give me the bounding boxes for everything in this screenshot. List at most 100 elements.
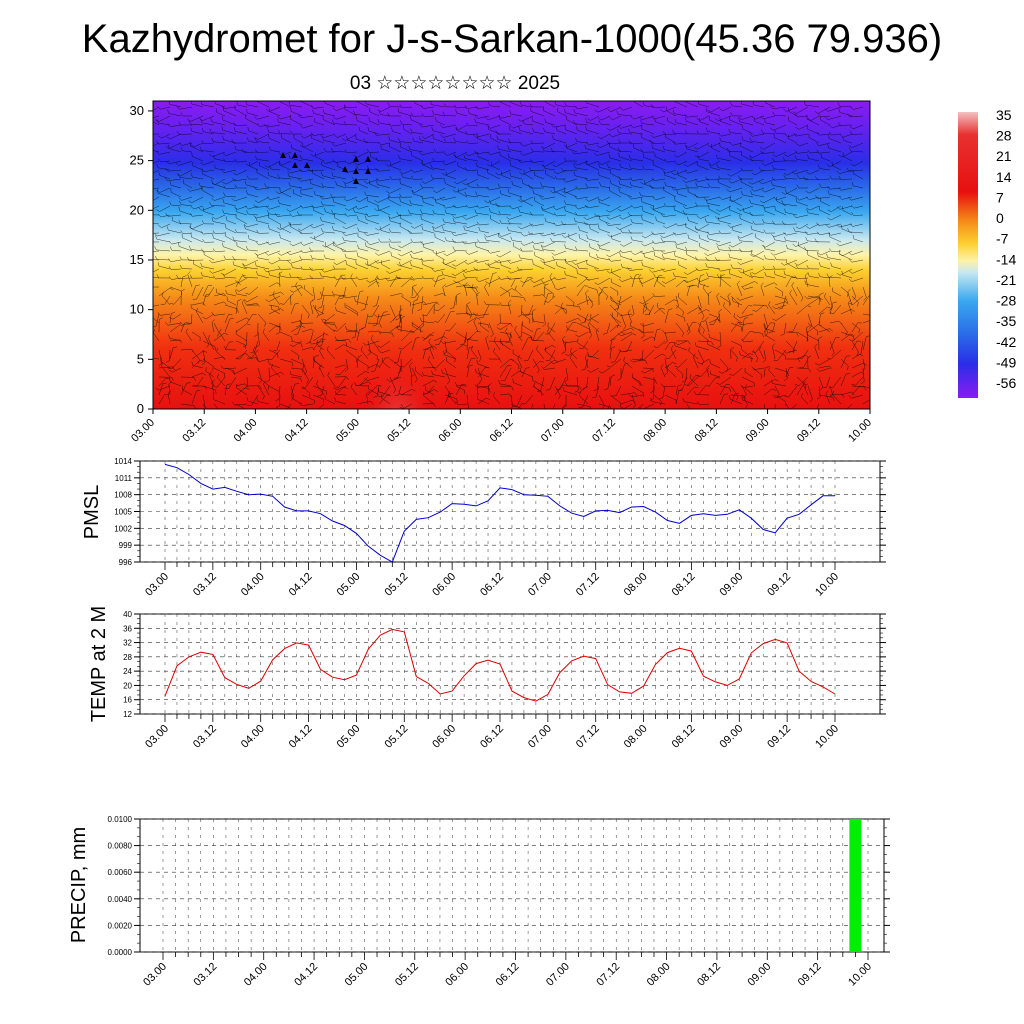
wind-barb bbox=[686, 307, 702, 315]
wind-barb bbox=[718, 367, 732, 374]
wind-barb bbox=[715, 241, 732, 247]
wind-barb bbox=[378, 141, 391, 146]
wind-barb bbox=[444, 209, 457, 216]
wind-barb bbox=[466, 357, 476, 369]
heatmap-x-tick-label: 03.12 bbox=[180, 417, 208, 445]
precip-x-tick-label: 06.00 bbox=[443, 961, 471, 989]
wind-barb bbox=[847, 299, 853, 315]
wind-barb bbox=[388, 142, 402, 153]
wind-barb bbox=[365, 242, 380, 252]
wind-barb bbox=[586, 234, 600, 243]
wind-barb bbox=[630, 115, 644, 120]
wind-barb bbox=[165, 321, 182, 326]
wind-barb bbox=[755, 233, 765, 243]
wind-barb bbox=[730, 394, 746, 400]
wind-barb bbox=[161, 362, 171, 378]
wind-barb bbox=[499, 190, 512, 198]
colorbar-label: -49 bbox=[996, 354, 1016, 370]
wind-barb bbox=[169, 246, 182, 252]
wind-barb bbox=[518, 254, 534, 261]
wind-barb bbox=[816, 222, 831, 226]
wind-barb bbox=[695, 182, 710, 189]
wind-barb bbox=[527, 231, 545, 235]
wind-barb bbox=[617, 124, 633, 129]
wind-barb bbox=[499, 385, 514, 391]
wind-barb bbox=[289, 222, 303, 234]
wind-barb bbox=[536, 376, 545, 392]
wind-barb bbox=[639, 115, 655, 121]
wind-barb bbox=[563, 157, 578, 162]
wind-barb bbox=[598, 160, 611, 165]
wind-barb bbox=[462, 273, 479, 279]
wind-barb bbox=[782, 157, 798, 162]
wind-barb bbox=[529, 103, 545, 108]
wind-barb bbox=[709, 116, 721, 126]
wind-barb bbox=[507, 138, 523, 144]
wind-barb bbox=[320, 161, 336, 171]
wind-barb bbox=[484, 236, 501, 243]
wind-barb bbox=[247, 394, 259, 406]
wind-barb bbox=[168, 258, 182, 262]
wind-barb bbox=[802, 380, 809, 396]
wind-barb bbox=[161, 292, 171, 306]
wind-barb bbox=[683, 268, 699, 275]
colorbar-label: -42 bbox=[996, 334, 1016, 350]
wind-barb bbox=[289, 286, 303, 293]
wind-barb bbox=[741, 331, 754, 342]
pmsl-x-tick-label: 10.00 bbox=[813, 571, 841, 599]
wind-barb bbox=[235, 353, 249, 360]
wind-barb bbox=[715, 115, 732, 122]
pmsl-x-tick-label: 03.00 bbox=[143, 571, 171, 599]
wind-barb bbox=[185, 328, 193, 342]
wind-barb bbox=[685, 117, 699, 126]
wind-barb bbox=[207, 334, 215, 351]
wind-barb bbox=[540, 259, 556, 264]
wind-barb bbox=[455, 292, 461, 306]
wind-barb bbox=[561, 340, 567, 354]
wind-barb bbox=[299, 255, 314, 261]
wind-barb bbox=[342, 236, 358, 243]
wind-barb bbox=[455, 344, 468, 351]
wind-barb bbox=[652, 161, 666, 171]
wind-barb bbox=[817, 164, 831, 171]
wind-barb bbox=[609, 286, 619, 296]
wind-barb bbox=[825, 390, 831, 405]
wind-barb bbox=[618, 348, 633, 353]
wind-barb bbox=[487, 151, 501, 155]
wind-barb bbox=[572, 259, 589, 265]
wind-barb bbox=[745, 384, 754, 396]
pmsl-y-tick-label: 1005 bbox=[114, 508, 132, 517]
wind-barb bbox=[211, 319, 215, 333]
wind-barb bbox=[543, 260, 556, 270]
wind-barb bbox=[331, 119, 347, 126]
wind-barb bbox=[672, 272, 688, 279]
wind-barb bbox=[520, 241, 534, 246]
wind-barb bbox=[436, 251, 446, 261]
wind-barb bbox=[296, 211, 313, 216]
wind-barb bbox=[453, 151, 468, 158]
wind-barb bbox=[664, 299, 678, 306]
wind-barb bbox=[268, 213, 281, 225]
wind-barb bbox=[272, 340, 281, 352]
wind-barb bbox=[489, 208, 501, 216]
wind-barb bbox=[421, 275, 435, 280]
wind-barb bbox=[475, 191, 490, 198]
wind-barb bbox=[189, 212, 204, 217]
wind-barb bbox=[244, 224, 259, 234]
wind-barb bbox=[609, 295, 620, 311]
wind-barb bbox=[620, 392, 638, 396]
wind-barb bbox=[783, 232, 798, 236]
wind-barb bbox=[796, 184, 808, 189]
wind-barb bbox=[190, 205, 204, 210]
wind-barb bbox=[517, 304, 523, 318]
wind-barb bbox=[479, 304, 490, 319]
wind-barb bbox=[373, 131, 391, 136]
wind-barb bbox=[641, 232, 655, 239]
wind-barb bbox=[807, 322, 819, 336]
wind-barb bbox=[191, 360, 204, 369]
wind-barb bbox=[774, 129, 787, 135]
wind-barb bbox=[507, 259, 523, 264]
wind-barb bbox=[552, 160, 567, 168]
wind-barb bbox=[826, 253, 842, 261]
wind-barb bbox=[664, 362, 677, 369]
